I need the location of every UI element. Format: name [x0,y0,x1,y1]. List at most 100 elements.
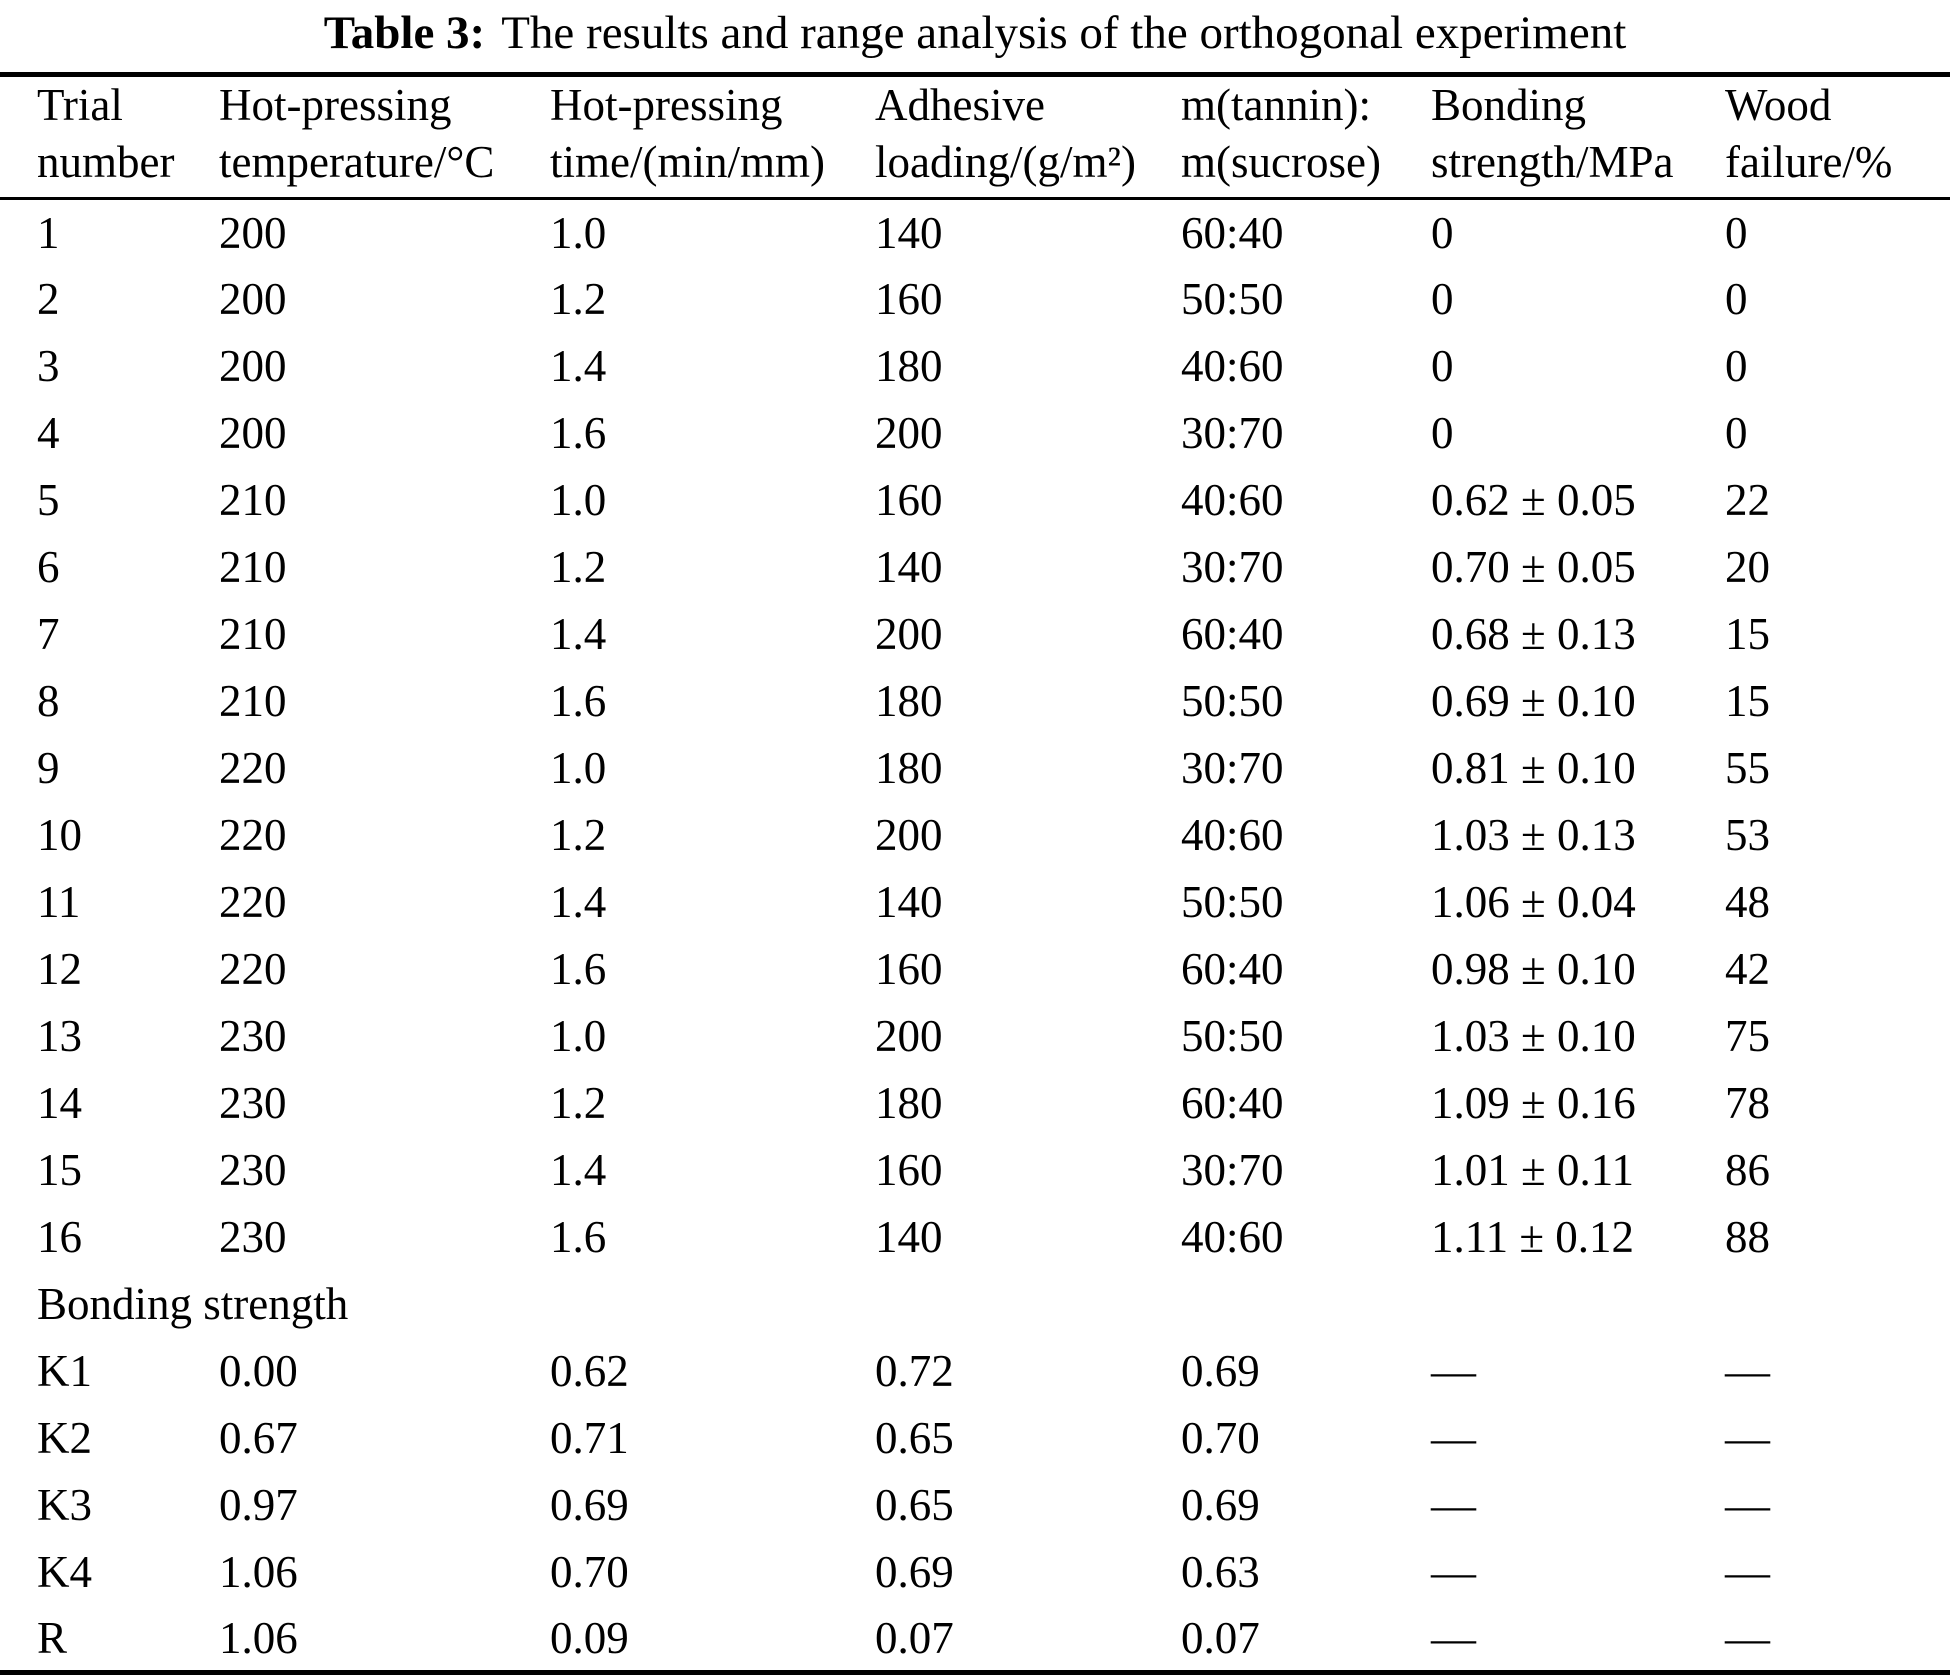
table-cell: 200 [875,1011,943,1061]
table-cell: 220 [219,877,287,927]
table-cell: 0.70 ± 0.05 [1431,542,1636,592]
row-label-cell: 1 [37,207,60,258]
table-cell: 0.68 ± 0.13 [1431,609,1636,659]
table-row: 3 200 1.4 180 40:60 0 0 [0,333,1950,400]
table-row: 11 220 1.4 140 50:50 1.06 ± 0.04 48 [0,869,1950,936]
row-label-cell: 15 [37,1145,82,1195]
row-label-cell: K1 [37,1346,92,1396]
table-cell: 48 [1725,877,1770,927]
table-cell: 220 [219,743,287,793]
table-cell: 200 [219,341,287,391]
row-label-cell: 7 [37,609,60,659]
column-header-6: Bonding strength/MPa [1394,74,1688,200]
table-cell: 40:60 [1181,1212,1284,1262]
table-cell: 0.62 [550,1346,629,1396]
row-label-cell: 11 [37,877,81,927]
table-cell: 210 [219,475,287,525]
table-cell: — [1725,1413,1770,1463]
table-cell: 1.4 [550,609,607,659]
column-header-line1: Hot-pressing [219,80,452,130]
table-cell: 0.97 [219,1480,298,1530]
table-cell: 0 [1431,408,1454,458]
table-cell: 1.4 [550,877,607,927]
row-label-cell: 10 [37,810,82,860]
table-cell: 0.63 [1181,1547,1260,1597]
table-cell: 1.0 [550,743,607,793]
table-cell: 1.09 ± 0.16 [1431,1078,1636,1128]
table-cell: 50:50 [1181,274,1284,324]
row-label-cell: 2 [37,274,60,324]
table-cell: 30:70 [1181,408,1284,458]
row-label-cell: 5 [37,475,60,525]
table-cell: 40:60 [1181,810,1284,860]
table-cell: 180 [875,1078,943,1128]
table-cell: — [1431,1480,1476,1530]
table-cell: 1.2 [550,1078,607,1128]
table-cell: 0.69 [1181,1480,1260,1530]
table-cell: — [1431,1346,1476,1396]
table-cell: 0.09 [550,1612,629,1663]
table-cell: — [1725,1346,1770,1396]
table-cell: 1.11 ± 0.12 [1431,1212,1635,1262]
table-cell: 0 [1725,274,1748,324]
table-cell: 50:50 [1181,877,1284,927]
table-cell: 42 [1725,944,1770,994]
column-header-line2: failure/% [1725,137,1893,187]
table-cell: 140 [875,877,943,927]
table-cell: 0.71 [550,1413,629,1463]
table-cell: 30:70 [1181,1145,1284,1195]
column-header-line2: strength/MPa [1431,137,1674,187]
column-header-line1: Hot-pressing [550,80,783,130]
table-cell: 200 [219,274,287,324]
table-cell: 50:50 [1181,676,1284,726]
table-cell: 160 [875,475,943,525]
table-cell: — [1725,1547,1770,1597]
table-cell: 0.07 [1181,1612,1260,1663]
table-row: 8 210 1.6 180 50:50 0.69 ± 0.10 15 [0,668,1950,735]
table-row: 7 210 1.4 200 60:40 0.68 ± 0.13 15 [0,601,1950,668]
row-label-cell: K4 [37,1547,92,1597]
table-cell: 1.6 [550,676,607,726]
table-cell: 200 [875,810,943,860]
table-cell: 75 [1725,1011,1770,1061]
table-cell: 1.4 [550,1145,607,1195]
table-cell: 1.6 [550,1212,607,1262]
analysis-row: K1 0.00 0.62 0.72 0.69 — — [0,1338,1950,1405]
table-cell: — [1431,1612,1476,1663]
table-cell: 200 [219,207,287,258]
table-row: 15 230 1.4 160 30:70 1.01 ± 0.11 86 [0,1137,1950,1204]
table-cell: 180 [875,743,943,793]
table-cell: 40:60 [1181,341,1284,391]
table-cell: 140 [875,207,943,258]
column-header-3: Hot-pressing time/(min/mm) [513,74,838,200]
table-caption: Table 3: The results and range analysis o… [0,0,1950,72]
table-cell: 0.98 ± 0.10 [1431,944,1636,994]
column-header-line2: number [37,137,175,187]
table-cell: 160 [875,274,943,324]
column-header-1: Trial number [0,74,182,200]
table-caption-text: The results and range analysis of the or… [501,7,1627,59]
table-cell: 1.2 [550,810,607,860]
row-label-cell: 16 [37,1212,82,1262]
table-cell: 0 [1431,207,1454,258]
table-cell: 0.69 [550,1480,629,1530]
table-cell: — [1725,1480,1770,1530]
table-cell: 20 [1725,542,1770,592]
column-header-line2: temperature/°C [219,137,495,187]
table-cell: 1.6 [550,944,607,994]
row-label-cell: R [37,1612,68,1663]
column-header-line2: m(sucrose) [1181,137,1381,187]
row-label-cell: 4 [37,408,60,458]
table-cell: 220 [219,944,287,994]
row-label-cell: 9 [37,743,60,793]
header-row: Trial number Hot-pressing temperature/°C Hot… [0,74,1950,200]
analysis-row: R 1.06 0.09 0.07 0.07 — — [0,1606,1950,1673]
table-cell: 15 [1725,609,1770,659]
table-row: 2 200 1.2 160 50:50 0 0 [0,266,1950,333]
table-cell: 30:70 [1181,743,1284,793]
table-row: 6 210 1.2 140 30:70 0.70 ± 0.05 20 [0,534,1950,601]
table-body: 1 200 1.0 140 60:40 0 0 2 200 1.2 160 50:50 0 0 3 200 1.… [0,199,1950,1673]
table-cell: 1.01 ± 0.11 [1431,1145,1635,1195]
table-cell: — [1431,1413,1476,1463]
table-row: 14 230 1.2 180 60:40 1.09 ± 0.16 78 [0,1070,1950,1137]
